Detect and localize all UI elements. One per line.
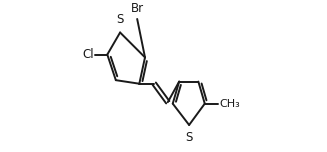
Text: S: S: [185, 131, 193, 144]
Text: Cl: Cl: [82, 48, 94, 61]
Text: Br: Br: [130, 2, 144, 15]
Text: S: S: [116, 13, 124, 26]
Text: CH₃: CH₃: [219, 99, 240, 109]
